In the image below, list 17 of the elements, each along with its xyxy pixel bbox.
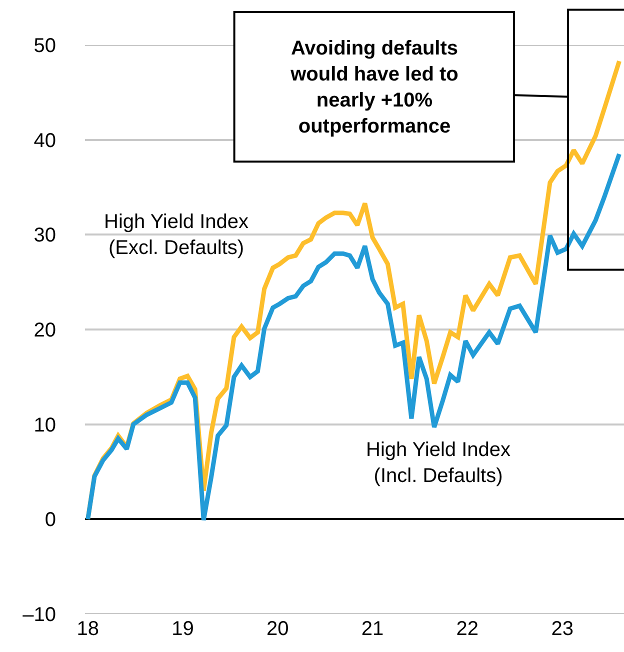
y-tick-label: 30: [34, 224, 56, 247]
annotation: Avoiding defaults would have led to nearly +10% outperformance: [290, 38, 458, 138]
y-tick-label: 20: [34, 320, 56, 342]
series-label: High Yield Index (Excl. Defaults): [104, 211, 249, 259]
y-tick-label: 40: [34, 130, 56, 152]
y-tick-label: 10: [34, 414, 56, 436]
line-series: [86, 152, 622, 522]
x-tick-label: 19: [172, 618, 194, 640]
x-tick-label: 20: [266, 618, 289, 640]
x-tick-label: 22: [456, 618, 479, 640]
x-tick-label: 21: [361, 618, 384, 640]
x-tick-label: 23: [551, 618, 574, 640]
series-label: High Yield Index (Incl. Defaults): [366, 439, 511, 487]
y-tick-label: 50: [34, 35, 56, 57]
y-tick-label: 0: [44, 509, 56, 532]
x-tick-label: 18: [76, 618, 99, 640]
y-tick-label: –10: [22, 604, 56, 626]
